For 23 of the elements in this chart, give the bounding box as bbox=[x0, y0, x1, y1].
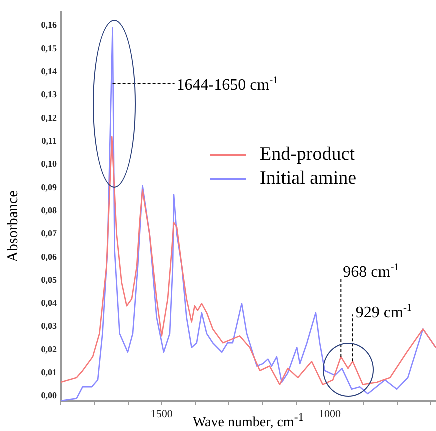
y-tick-label: 0,13 bbox=[41, 90, 58, 100]
y-tick-label: 0,12 bbox=[41, 112, 58, 123]
y-tick-label: 0,10 bbox=[41, 159, 58, 170]
y-tick-label: 0,07 bbox=[41, 228, 58, 239]
y-tick-label: 0,14 bbox=[41, 66, 58, 77]
y-tick-label: 0,05 bbox=[41, 274, 58, 285]
y-tick-label: 0,09 bbox=[41, 182, 58, 192]
x-tick-label: 1000 bbox=[319, 408, 342, 420]
y-axis-title: Absorbance bbox=[6, 190, 22, 264]
y-tick-label: 0,11 bbox=[42, 136, 58, 146]
x-axis-title: Wave number, cm$^{-1}$ bbox=[192, 411, 304, 431]
legend-label: Initial amine bbox=[260, 167, 357, 191]
y-tick-label: 0,06 bbox=[41, 252, 58, 262]
y-tick-label: 0,16 bbox=[41, 20, 58, 30]
y-tick-label: 0,03 bbox=[41, 321, 58, 332]
y-tick-label: 0,02 bbox=[41, 344, 58, 354]
y-tick-label: 0,04 bbox=[41, 298, 58, 308]
y-tick-label: 0,15 bbox=[41, 43, 58, 54]
legend-label: End-product bbox=[260, 143, 355, 167]
y-tick-label: 0,00 bbox=[41, 390, 58, 401]
x-tick-label: 1500 bbox=[150, 408, 174, 420]
y-tick-label: 0,01 bbox=[41, 368, 58, 378]
y-tick-label: 0,08 bbox=[41, 205, 58, 216]
